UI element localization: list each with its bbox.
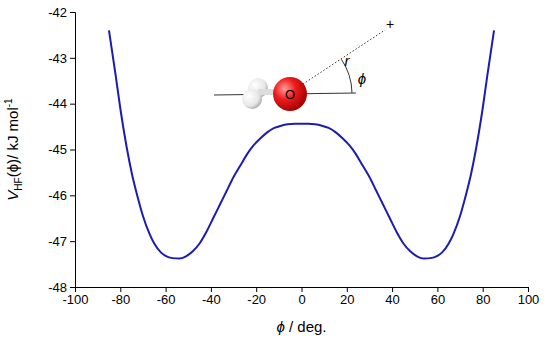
x-tick-label: -20 — [247, 292, 266, 307]
y-axis-title: VHF(ϕ)/ kJ mol-1 — [3, 98, 24, 201]
annotation: r — [345, 52, 351, 69]
x-tick-label: 60 — [431, 292, 445, 307]
y-tick-label: -42 — [48, 5, 67, 20]
x-tick: -80 — [111, 287, 130, 307]
y-tick-label: -46 — [48, 188, 67, 203]
y-axis: -48 -47 -46 -45 -44 -43 -42 — [48, 5, 75, 295]
y-tick-mark — [70, 58, 75, 59]
y-tick-mark — [70, 195, 75, 196]
x-title-unit: / deg. — [285, 318, 327, 335]
y-tick: -45 — [48, 142, 75, 157]
y-title-subscript: HF — [13, 177, 24, 190]
y-tick-label: -44 — [48, 96, 67, 111]
y-tick: -46 — [48, 188, 75, 203]
x-axis: -100-80-60-40-20020406080100 — [62, 287, 539, 307]
x-tick: 20 — [340, 287, 354, 307]
y-title-unit: (ϕ)/ kJ mol — [4, 107, 21, 177]
x-tick-label: -80 — [111, 292, 130, 307]
x-tick-label: 0 — [298, 292, 305, 307]
x-tick: 60 — [431, 287, 445, 307]
y-tick-label: -47 — [48, 234, 67, 249]
molecule-inset — [214, 30, 385, 111]
y-tick-mark — [70, 150, 75, 151]
y-tick-mark — [70, 104, 75, 105]
x-tick: -20 — [247, 287, 266, 307]
annotation: O — [285, 87, 295, 102]
chart: -100-80-60-40-20020406080100-48-47-46-45… — [0, 0, 550, 345]
x-axis-title: ϕ / deg. — [276, 318, 326, 335]
x-tick-label: -40 — [202, 292, 221, 307]
data-line — [109, 30, 494, 258]
y-tick-label: -43 — [48, 50, 67, 65]
x-tick: -60 — [157, 287, 176, 307]
y-tick-label: -48 — [48, 280, 67, 295]
x-tick-label: 20 — [340, 292, 354, 307]
x-tick-label: -60 — [157, 292, 176, 307]
y-tick: -44 — [48, 96, 75, 111]
x-tick-label: 40 — [385, 292, 399, 307]
y-tick: -42 — [48, 5, 75, 20]
y-tick-mark — [70, 12, 75, 13]
oxygen-atom — [273, 77, 307, 111]
x-tick: 100 — [518, 287, 540, 307]
x-tick-label: 100 — [518, 292, 540, 307]
x-tick-label: 80 — [476, 292, 490, 307]
y-tick: -48 — [48, 280, 75, 295]
y-tick-mark — [70, 287, 75, 288]
y-tick-mark — [70, 241, 75, 242]
x-title-symbol: ϕ — [276, 318, 284, 335]
x-tick: 0 — [298, 287, 305, 307]
y-title-superscript: -1 — [3, 98, 14, 107]
x-tick: 80 — [476, 287, 490, 307]
distance-line — [300, 30, 385, 86]
y-tick-label: -45 — [48, 142, 67, 157]
annotation: ϕ — [358, 70, 366, 87]
x-tick: -40 — [202, 287, 221, 307]
y-tick: -43 — [48, 50, 75, 65]
y-axis-line — [70, 13, 76, 288]
annotation: + — [386, 16, 394, 32]
plot-area — [109, 30, 494, 258]
x-tick: 40 — [385, 287, 399, 307]
y-tick: -47 — [48, 234, 75, 249]
